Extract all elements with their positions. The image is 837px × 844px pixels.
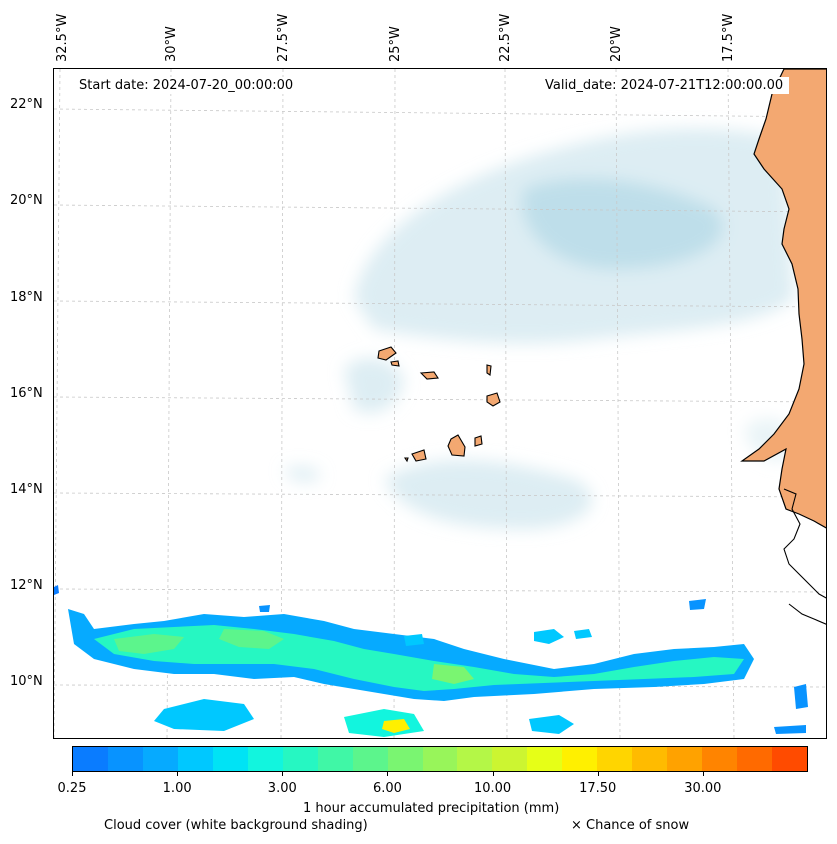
lon-label-25w: 25°W	[388, 26, 403, 62]
lon-label-30w: 30°W	[164, 26, 179, 62]
colorbar-tick-mark	[492, 772, 494, 776]
precip-cell-7	[54, 585, 59, 595]
colorbar-segment	[772, 747, 808, 771]
colorbar-tick-mark	[387, 772, 389, 776]
colorbar-segment	[387, 747, 423, 771]
precip-south-1	[154, 699, 254, 731]
precip-core-3	[432, 664, 474, 684]
colorbar-tick-label: 10.00	[473, 781, 512, 796]
colorbar-segment	[107, 747, 143, 771]
cloud-cover-layer	[284, 128, 799, 529]
precip-south-4	[774, 725, 806, 734]
colorbar-title: 1 hour accumulated precipitation (mm)	[303, 801, 560, 816]
colorbar-segment	[702, 747, 738, 771]
colorbar-segment	[597, 747, 633, 771]
lon-label-22-5w: 22.5°W	[498, 13, 513, 62]
precip-core-2	[219, 629, 284, 649]
precip-cell-4	[259, 605, 270, 612]
lat-label-22n: 22°N	[10, 97, 43, 112]
colorbar-segment	[422, 747, 458, 771]
colorbar-tick-mark	[702, 772, 704, 776]
colorbar-segment	[73, 747, 108, 771]
lon-label-20w: 20°W	[609, 26, 624, 62]
lat-label-14n: 14°N	[10, 482, 43, 497]
colorbar-tick-label: 3.00	[267, 781, 297, 796]
colorbar-segment	[457, 747, 493, 771]
lat-label-16n: 16°N	[10, 386, 43, 401]
colorbar-segment	[282, 747, 318, 771]
colorbar-segment	[177, 747, 213, 771]
colorbar-tick-mark	[282, 772, 284, 776]
colorbar-tick-label: 30.00	[684, 781, 722, 796]
colorbar-segment	[352, 747, 388, 771]
precip-cell-3	[689, 599, 706, 610]
colorbar-segment	[492, 747, 528, 771]
colorbar-segment	[667, 747, 703, 771]
precip-cell-2	[574, 629, 592, 639]
snow-legend: × Chance of snow	[571, 818, 690, 833]
map-canvas	[54, 69, 826, 738]
colorbar-segment	[737, 747, 773, 771]
colorbar-tick-label: 1.00	[162, 781, 192, 796]
colorbar-tick-label: 0.25	[57, 781, 87, 796]
precip-cell-5	[404, 634, 424, 646]
colorbar-segment	[317, 747, 353, 771]
colorbar-segment	[212, 747, 248, 771]
colorbar-segment	[142, 747, 178, 771]
precip-cell-1	[534, 629, 564, 644]
valid-date-label: Valid_date: 2024-07-21T12:00:00.00	[539, 77, 790, 94]
lat-label-12n: 12°N	[10, 578, 43, 593]
lat-label-10n: 10°N	[10, 674, 43, 689]
colorbar-segment	[527, 747, 563, 771]
colorbar-segment	[562, 747, 598, 771]
cloud-cover-legend: Cloud cover (white background shading)	[104, 818, 368, 833]
colorbar-tick-mark	[597, 772, 599, 776]
cape-verde-islands	[377, 346, 501, 463]
precip-south-3	[529, 715, 574, 734]
lon-label-17-5w: 17.5°W	[721, 13, 736, 62]
map-panel	[53, 68, 827, 739]
colorbar-tick-label: 17.50	[579, 781, 617, 796]
lon-label-27-5w: 27.5°W	[276, 13, 291, 62]
lat-label-18n: 18°N	[10, 290, 43, 305]
colorbar-segment	[632, 747, 668, 771]
precipitation-colorbar	[72, 746, 808, 772]
colorbar-segment	[247, 747, 283, 771]
lon-label-32-5w: 32.5°W	[55, 13, 70, 62]
colorbar-tick-mark	[177, 772, 179, 776]
coastline-detail	[783, 488, 826, 625]
colorbar-tick-mark	[72, 772, 73, 776]
precip-cell-6	[794, 684, 808, 709]
lat-label-20n: 20°N	[10, 193, 43, 208]
precipitation-layer	[54, 585, 808, 737]
colorbar-tick-label: 6.00	[372, 781, 402, 796]
start-date-label: Start date: 2024-07-20_00:00:00	[73, 77, 300, 94]
precip-core-1	[114, 634, 184, 654]
precip-south-core	[382, 719, 410, 733]
africa-land	[740, 69, 826, 529]
